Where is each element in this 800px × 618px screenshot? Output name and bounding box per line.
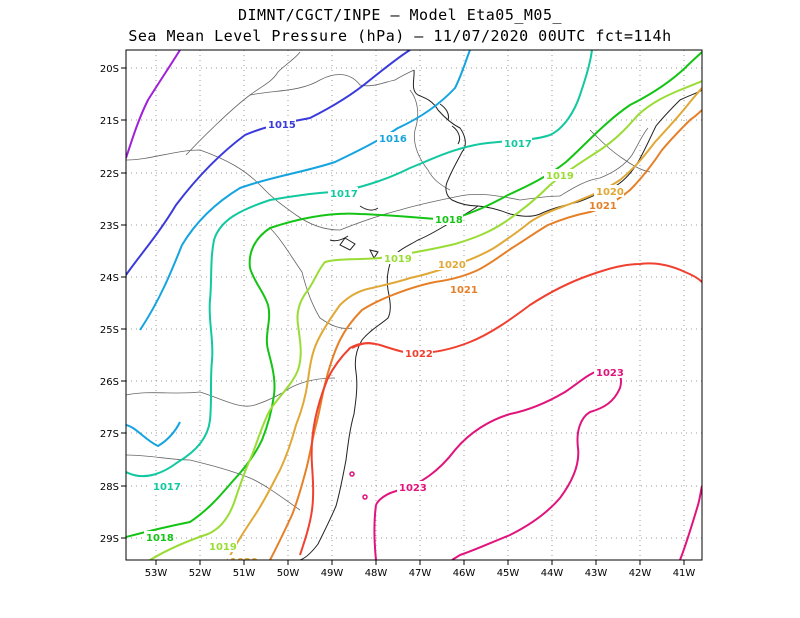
lat-label: 23S <box>100 221 119 232</box>
lat-label: 22S <box>100 169 119 180</box>
lon-label: 50W <box>277 568 300 579</box>
lon-label: 41W <box>673 568 696 579</box>
isobar-1018 <box>126 51 702 538</box>
label-1021-east: 1021 <box>589 201 617 212</box>
isobar-1023-east <box>679 485 702 560</box>
contour-labels: 1015 1016 1017 1017 1017 1018 1018 1019 … <box>144 118 624 568</box>
coastline <box>299 69 702 560</box>
label-1020-east: 1020 <box>596 187 624 198</box>
lon-label: 44W <box>541 568 564 579</box>
lon-label: 51W <box>233 568 256 579</box>
label-1023-east: 1023 <box>596 368 624 379</box>
lat-label: 27S <box>100 429 119 440</box>
isobar-1022-coast <box>351 342 375 349</box>
isobar-1019 <box>149 80 702 560</box>
label-1019-east: 1019 <box>546 171 574 182</box>
tick-marks <box>121 67 685 565</box>
label-1017-west: 1017 <box>153 482 181 493</box>
lat-label: 24S <box>100 273 119 284</box>
label-1019-center: 1019 <box>384 254 412 265</box>
label-1017-east: 1017 <box>504 139 532 150</box>
lat-label: 20S <box>100 64 119 75</box>
label-1023-south: 1023 <box>399 483 427 494</box>
isobar-1014 <box>126 50 181 159</box>
isobar-1020 <box>227 87 702 560</box>
lon-label: 47W <box>409 568 432 579</box>
lat-label: 26S <box>100 377 119 388</box>
label-1015: 1015 <box>268 120 296 131</box>
chart-title-line2: Sea Mean Level Pressure (hPa) – 11/07/20… <box>128 27 672 45</box>
isobar-1016b <box>126 421 181 448</box>
isobar-1017 <box>126 50 593 478</box>
isobar-1023-small-loop <box>362 494 368 500</box>
label-1017-center: 1017 <box>330 189 358 200</box>
chart-title-line1: DIMNT/CGCT/INPE – Model Eta05_M05_ <box>237 6 563 24</box>
map-frame <box>125 49 703 561</box>
isobar-1023 <box>375 368 622 560</box>
label-1022: 1022 <box>405 349 433 360</box>
label-1020-south: 1020 <box>230 557 258 568</box>
lon-label: 42W <box>629 568 652 579</box>
lon-label: 46W <box>453 568 476 579</box>
lon-label: 45W <box>497 568 520 579</box>
label-1018-west: 1018 <box>146 533 174 544</box>
label-1016: 1016 <box>379 134 407 145</box>
lon-label: 48W <box>365 568 388 579</box>
lat-label: 28S <box>100 482 119 493</box>
lat-label: 21S <box>100 116 119 127</box>
isobar-1016a <box>139 50 471 331</box>
state-borders <box>126 51 651 511</box>
longitude-labels: 53W 52W 51W 50W 49W 48W 47W 46W 45W 44W … <box>145 568 696 579</box>
isobar-1023-west <box>373 504 377 560</box>
latitude-labels: 20S 21S 22S 23S 24S 25S 26S 27S 28S 29S <box>100 64 119 545</box>
lon-label: 49W <box>321 568 344 579</box>
lat-label: 29S <box>100 534 119 545</box>
label-1018-center: 1018 <box>435 215 463 226</box>
label-1020-center: 1020 <box>438 260 466 271</box>
label-1019-west: 1019 <box>209 542 237 553</box>
lat-label: 25S <box>100 325 119 336</box>
isobar-1023-small-loop-2 <box>349 471 355 477</box>
lon-label: 52W <box>189 568 212 579</box>
isobar-1022 <box>299 262 702 556</box>
lon-label: 43W <box>585 568 608 579</box>
lon-label: 53W <box>145 568 168 579</box>
isobar-1015 <box>126 50 411 276</box>
label-1021-center: 1021 <box>450 285 478 296</box>
